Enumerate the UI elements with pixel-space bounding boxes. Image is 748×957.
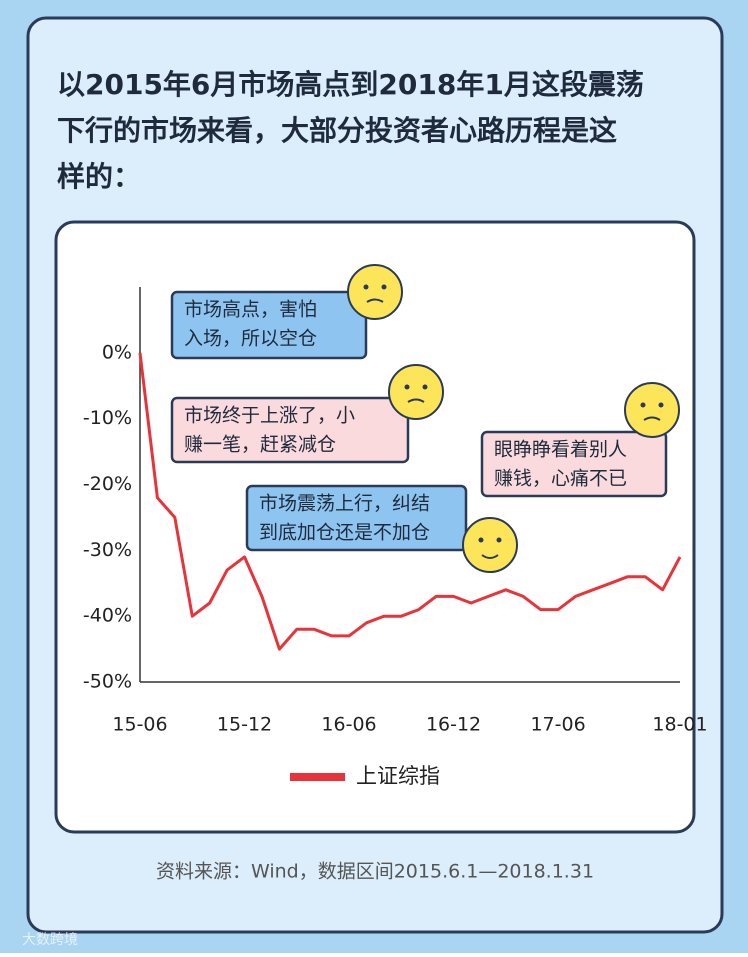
x-tick-label: 17-06	[530, 714, 585, 736]
emoji-mouth	[407, 398, 425, 403]
legend-label: 上证综指	[356, 764, 440, 788]
callout-box	[480, 430, 668, 498]
line-series	[138, 352, 682, 651]
x-tick-label: 15-12	[217, 714, 272, 736]
emoji-eye	[363, 284, 369, 290]
x-tick-label: 16-06	[321, 714, 376, 736]
y-tick-label: -10%	[83, 407, 132, 429]
emoji-mouth	[366, 298, 384, 303]
watermark: 大数跨境	[22, 932, 78, 948]
y-tick-label: -40%	[83, 605, 132, 627]
callout-text: 眼睁睁看着别人	[494, 439, 627, 461]
callout-box	[245, 484, 468, 552]
title: 以2015年6月市场高点到2018年1月这段震荡 下行的市场来看，大部分投资者心…	[57, 68, 644, 193]
callout-box	[170, 290, 368, 360]
emoji-eye	[478, 537, 484, 543]
emoji-eye	[496, 537, 502, 543]
title-line: 样的：	[57, 160, 141, 193]
callout-text: 入场，所以空仓	[184, 328, 317, 350]
x-tick-label: 15-06	[112, 714, 167, 736]
source: 资料来源：Wind，数据区间2015.6.1—2018.1.31	[156, 861, 594, 883]
emoji-face	[624, 382, 680, 438]
title-line: 以2015年6月市场高点到2018年1月这段震荡	[57, 68, 644, 101]
callout-text: 市场终于上涨了，小	[184, 405, 355, 427]
callout-text: 到底加仓还是不加仓	[259, 522, 430, 544]
emoji-mouth	[481, 554, 499, 559]
emoji-mouth	[643, 416, 661, 421]
y-tick-label: -30%	[83, 539, 132, 561]
callout-text: 赚钱，心痛不已	[494, 468, 627, 490]
x-tick-label: 16-12	[426, 714, 481, 736]
emoji-eye	[422, 384, 428, 390]
plot	[138, 352, 682, 651]
y-tick-label: 0%	[102, 341, 132, 363]
callout-text: 市场高点，害怕	[184, 299, 317, 321]
emoji-face	[347, 264, 403, 320]
emoji-eye	[658, 402, 664, 408]
emoji-eye	[381, 284, 387, 290]
emoji-face	[388, 364, 444, 420]
callout-text: 市场震荡上行，纠结	[259, 493, 430, 515]
title-line: 下行的市场来看，大部分投资者心路历程是这	[57, 114, 617, 147]
emoji-eye	[640, 402, 646, 408]
callout-text: 赚一笔，赶紧减仓	[184, 434, 336, 456]
callout-box	[170, 396, 410, 464]
y-tick-label: -20%	[83, 473, 132, 495]
emoji-eye	[404, 384, 410, 390]
emoji-face	[462, 517, 518, 573]
x-tick-label: 18-01	[652, 714, 707, 736]
y-tick-label: -50%	[83, 671, 132, 693]
